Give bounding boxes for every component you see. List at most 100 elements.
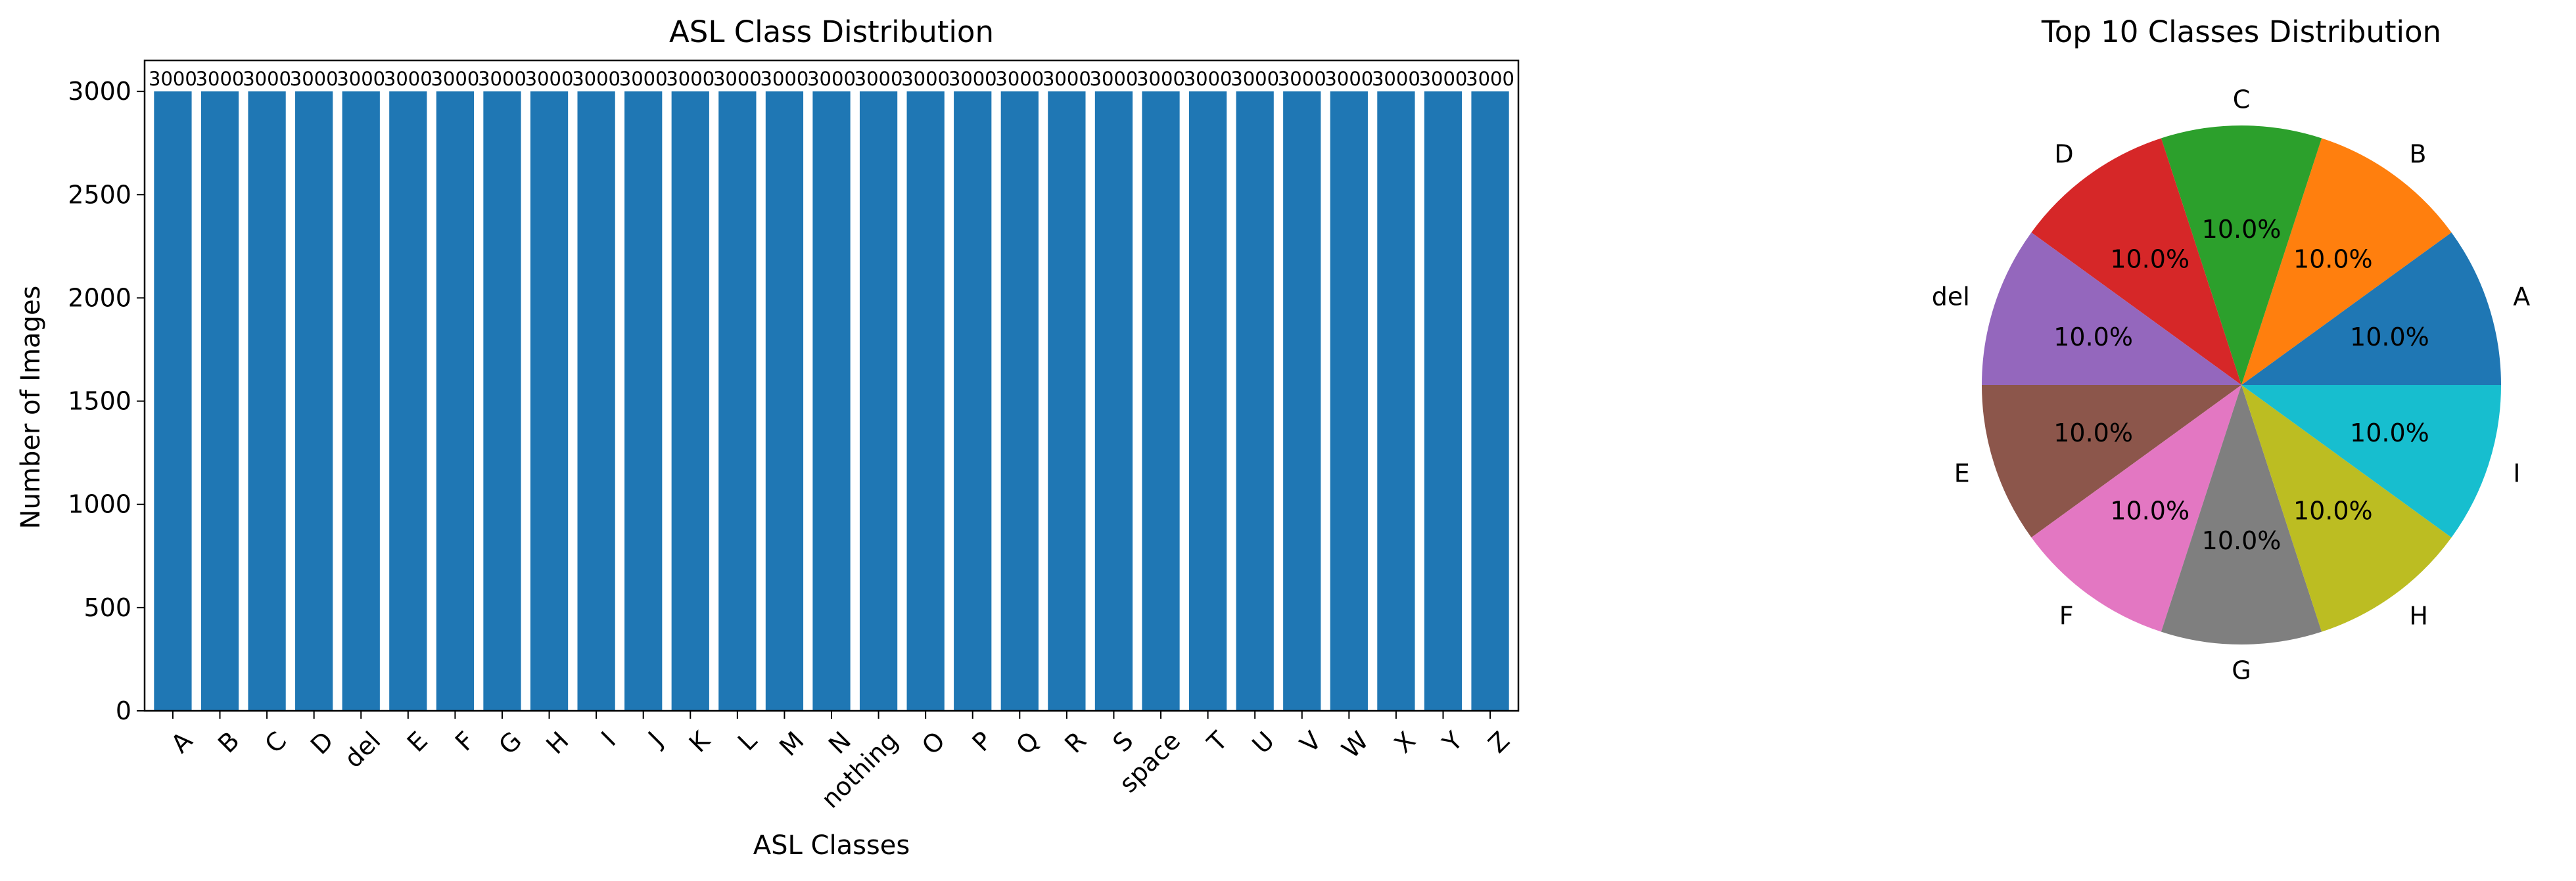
bar-value-label: 3000 [619, 68, 668, 90]
pie-chart-title: Top 10 Classes Distribution [2041, 14, 2441, 49]
bar-value-label: 3000 [1372, 68, 1420, 90]
pie-slice [2241, 385, 2501, 538]
plot-frame [143, 59, 1520, 712]
bar [859, 91, 898, 712]
bar [718, 91, 757, 712]
x-tick-label: W [1336, 726, 1374, 764]
x-tick-label: T [1202, 725, 1234, 757]
x-tick-label: Q [1010, 726, 1044, 760]
bar-value-label: 3000 [243, 68, 291, 90]
bar [1188, 91, 1227, 712]
x-tick-label: V [1294, 726, 1326, 758]
bar-series [154, 91, 1509, 712]
bar [295, 91, 333, 712]
x-tick-label: I [596, 726, 621, 752]
bar [1236, 91, 1274, 712]
bar-value-label: 3000 [478, 68, 527, 90]
bar [577, 91, 615, 712]
pie-slice [2161, 125, 2322, 385]
pie-category-label: F [2059, 602, 2074, 631]
bar-value-label: 3000 [948, 68, 997, 90]
x-tick-label: M [774, 726, 809, 761]
x-tick-label: Y [1436, 725, 1468, 757]
pie-percent-label: 10.0% [2350, 323, 2429, 351]
bar [1000, 91, 1039, 712]
bar [624, 91, 663, 712]
bar-value-label: 3000 [337, 68, 385, 90]
bar-value-label: 3000 [1419, 68, 1468, 90]
pie-category-label: C [2233, 85, 2251, 114]
x-tick-label: D [305, 726, 339, 760]
pie-chart: Top 10 Classes Distribution 10.0% 10.0% 10… [1932, 14, 2531, 685]
x-tick-label: P [967, 726, 998, 757]
x-tick-label: A [166, 726, 198, 758]
pie-category-label: G [2232, 656, 2251, 685]
y-tick-label: 500 [83, 593, 131, 622]
bar-value-label: 3000 [1042, 68, 1091, 90]
bar-value-label: 3000 [1324, 68, 1373, 90]
bar [1094, 91, 1133, 712]
bar-value-label: 3000 [1466, 68, 1514, 90]
x-tick-label: X [1389, 726, 1422, 759]
y-axis-label: Number of Images [16, 286, 46, 530]
bar [954, 91, 992, 712]
pie-percent-label: 10.0% [2202, 215, 2282, 244]
bar [812, 91, 851, 712]
bar-value-label: 3000 [995, 68, 1044, 90]
bar-value-label: 3000 [149, 68, 197, 90]
bar [1424, 91, 1463, 712]
y-axis-ticks: 0 500 1000 1500 2000 2500 3000 [68, 77, 145, 725]
bar-value-label: 3000 [1136, 68, 1185, 90]
bar [1330, 91, 1368, 712]
y-tick-label: 0 [116, 696, 131, 725]
x-tick-label: G [493, 726, 527, 760]
y-tick-label: 1000 [68, 490, 131, 519]
pie-percent-label: 10.0% [2053, 418, 2133, 447]
x-tick-label: J [642, 726, 668, 752]
pie-slice [2241, 232, 2501, 385]
x-tick-label: U [1247, 726, 1280, 759]
bar-value-label: 3000 [807, 68, 856, 90]
x-tick-label: N [823, 726, 856, 759]
pie-percent-label: 10.0% [2110, 497, 2190, 526]
x-axis-label: ASL Classes [753, 830, 910, 861]
pie-category-label: del [1932, 282, 1970, 311]
pie-percent-label: 10.0% [2110, 244, 2190, 273]
pie-slices [1982, 125, 2501, 644]
pie-percent-label: 10.0% [2293, 497, 2373, 526]
bar [342, 91, 380, 712]
pie-percent-label: 10.0% [2293, 244, 2373, 273]
bar-value-label: 3000 [1278, 68, 1326, 90]
x-tick-label: R [1059, 726, 1092, 759]
pie-slice [2241, 385, 2452, 632]
bar [530, 91, 569, 712]
y-tick-label: 1500 [68, 387, 131, 416]
bar [1142, 91, 1180, 712]
bar-value-labels: 3000300030003000300030003000300030003000… [149, 68, 1514, 90]
bar-value-label: 3000 [1184, 68, 1232, 90]
pie-slice [2031, 138, 2241, 385]
x-tick-label: B [212, 726, 245, 759]
x-tick-label: O [916, 726, 950, 760]
bar [765, 91, 804, 712]
pie-category-label: E [1954, 459, 1970, 487]
bar-value-label: 3000 [196, 68, 245, 90]
pie-category-label: D [2054, 139, 2073, 168]
x-tick-label: F [450, 726, 480, 757]
bar [483, 91, 521, 712]
bar [906, 91, 945, 712]
bar-value-label: 3000 [384, 68, 433, 90]
bar [436, 91, 475, 712]
bar-value-label: 3000 [901, 68, 950, 90]
bar [1377, 91, 1415, 712]
x-tick-label: E [402, 726, 433, 757]
bar-value-label: 3000 [761, 68, 809, 90]
bar-chart-title: ASL Class Distribution [669, 14, 994, 49]
x-tick-label: Z [1483, 726, 1516, 759]
x-tick-label: K [684, 725, 716, 757]
pie-slice [1982, 232, 2241, 385]
bar-value-label: 3000 [572, 68, 621, 90]
